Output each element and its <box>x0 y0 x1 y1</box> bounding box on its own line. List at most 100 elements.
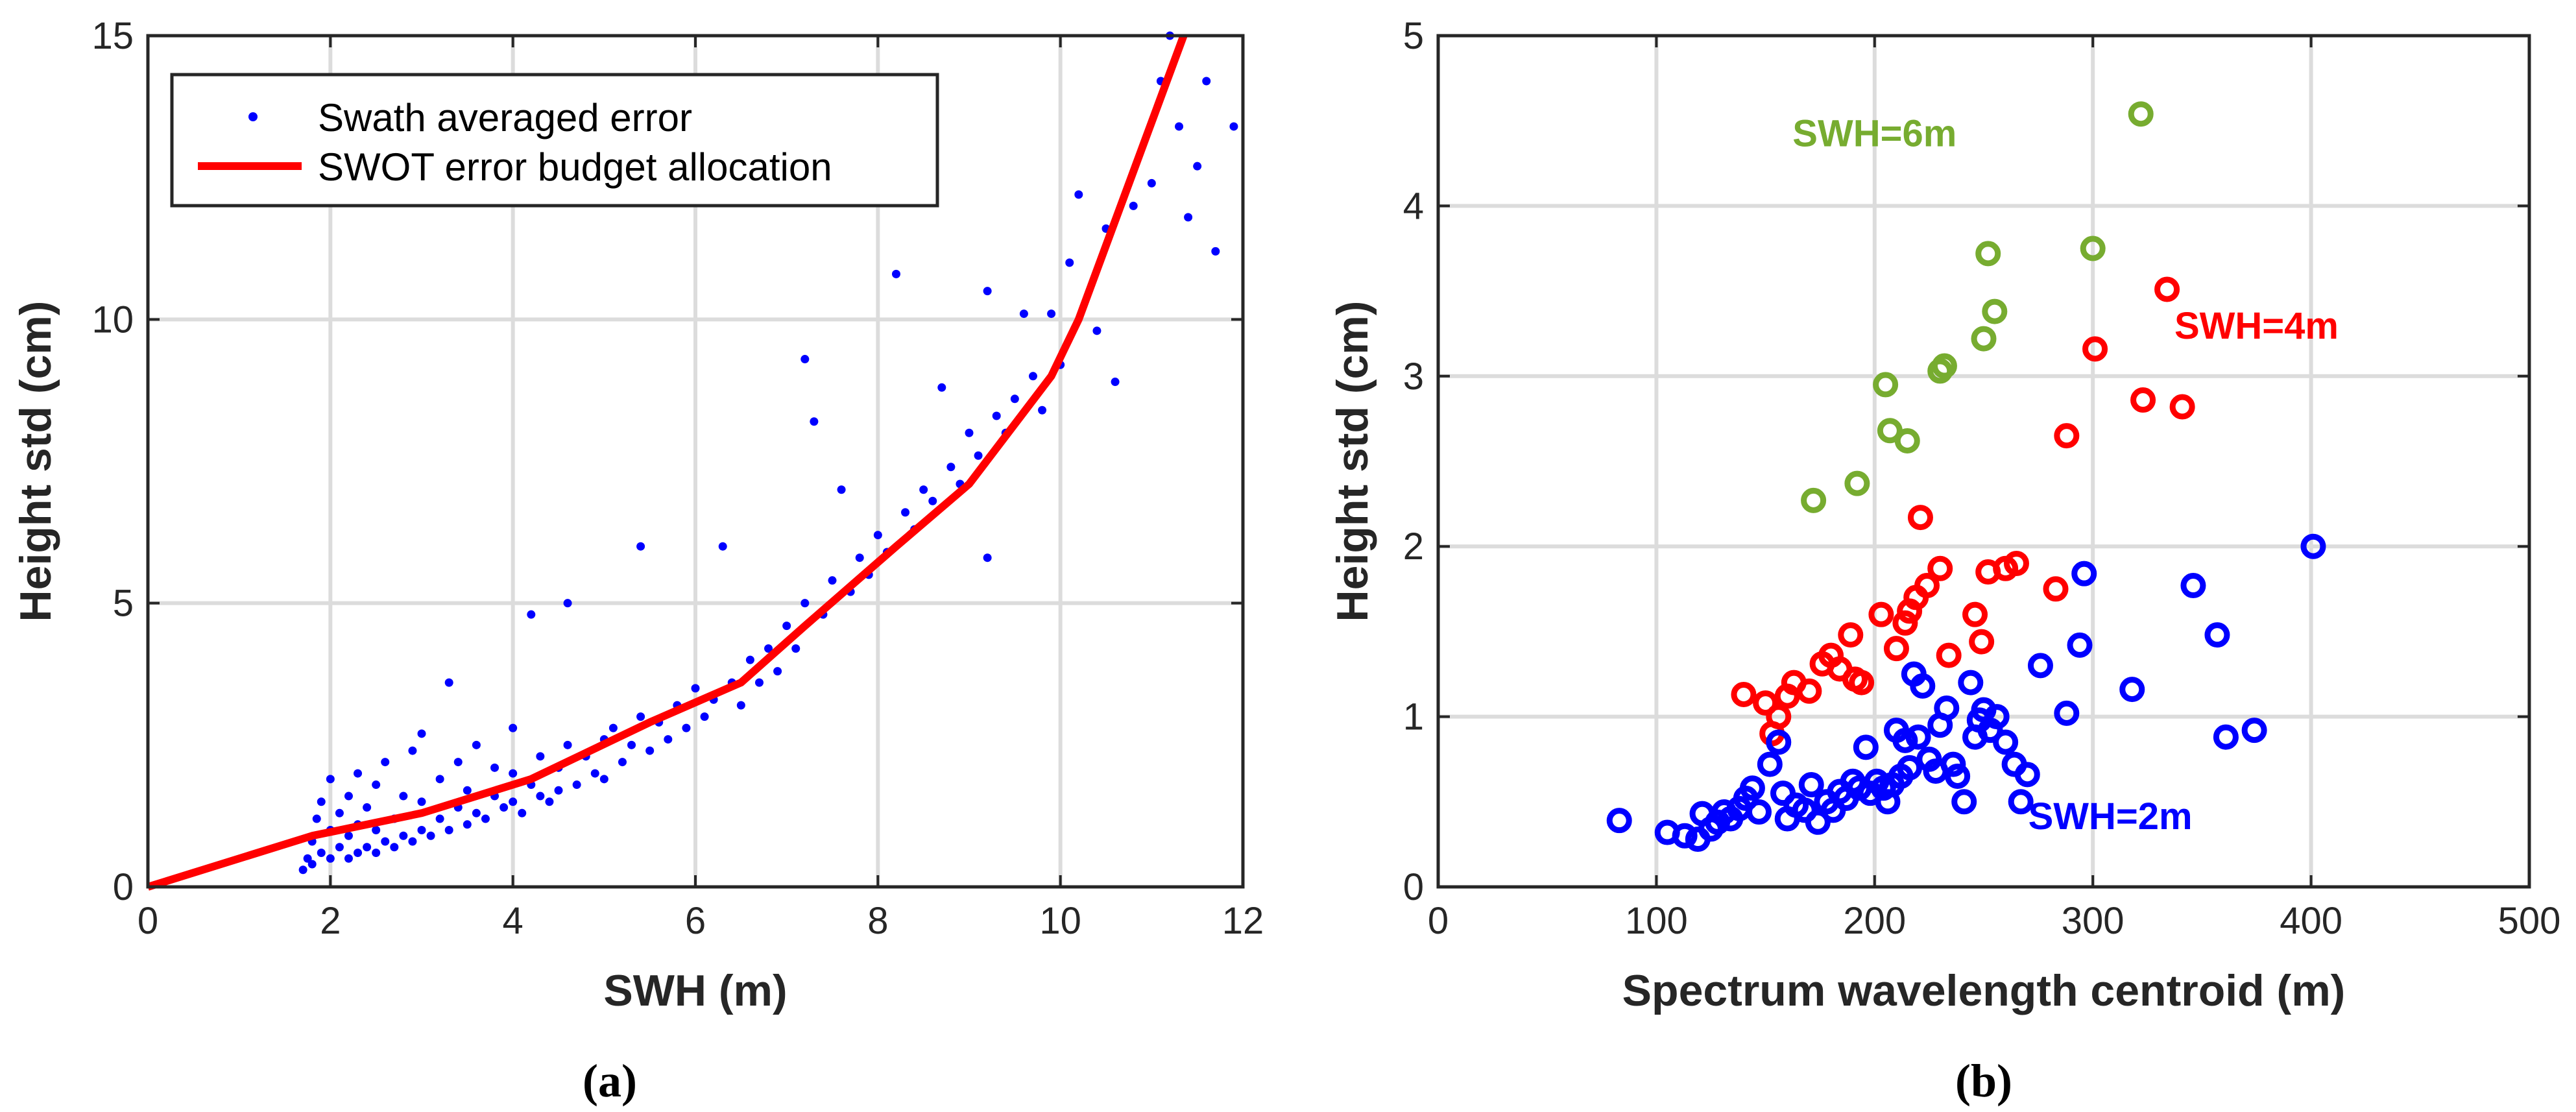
scatter-point-swh-2m <box>1892 727 1918 753</box>
scatter-point <box>509 769 518 778</box>
scatter-point <box>828 576 837 585</box>
scatter-point-swh-2m <box>2008 789 2034 815</box>
scatter-point-swh-2m <box>1853 734 1879 760</box>
scatter-point <box>408 837 417 846</box>
scatter-point-swh-2m <box>2014 762 2040 788</box>
x-tick-label: 100 <box>1625 900 1688 942</box>
scatter-point-swh-6m <box>2128 101 2154 127</box>
scatter-point <box>509 723 518 732</box>
axes-box-b <box>1436 34 2531 889</box>
scatter-point <box>554 786 563 795</box>
scatter-point <box>399 831 408 840</box>
scatter-point-swh-4m <box>1868 601 1894 627</box>
scatter-point-swh-6m <box>1844 470 1870 496</box>
scatter-point <box>335 808 344 817</box>
scatter-point-swh-2m <box>1672 823 1698 849</box>
scatter-point <box>372 849 381 858</box>
scatter-point-swh-4m <box>1753 690 1779 716</box>
scatter-point <box>983 553 992 562</box>
scatter-point <box>645 746 655 755</box>
scatter-point <box>636 712 645 721</box>
scatter-point-swh-6m <box>1877 418 1903 444</box>
scatter-point-swh-4m <box>2130 387 2156 413</box>
scatter-point <box>773 667 782 676</box>
scatter-point-swh-2m <box>2071 561 2097 586</box>
y-tick-label: 2 <box>1403 526 1424 568</box>
scatter-point <box>344 792 353 801</box>
scatter-point <box>901 508 910 517</box>
scatter-point <box>312 814 321 823</box>
scatter-point <box>354 769 363 778</box>
scatter-point-swh-6m <box>1873 372 1899 398</box>
scatter-point-swh-2m <box>2119 677 2145 703</box>
scatter-point-swh-4m <box>1892 610 1918 636</box>
series-annotation: SWH=4m <box>2174 305 2339 347</box>
scatter-point <box>435 775 444 784</box>
x-tick-label: 10 <box>1039 900 1081 942</box>
scatter-point-swh-2m <box>1958 670 1984 695</box>
scatter-point-swh-4m <box>1796 678 1822 704</box>
error-budget-line <box>147 34 1188 891</box>
scatter-point <box>1065 258 1074 267</box>
scatter-point <box>317 797 326 806</box>
scatter-point <box>563 740 572 749</box>
scatter-point <box>691 684 700 693</box>
scatter-point <box>372 826 381 835</box>
scatter-point <box>1202 77 1211 86</box>
scatter-point-swh-2m <box>2180 573 2206 599</box>
scatter-point-swh-4m <box>1838 622 1864 648</box>
scatter-point <box>518 808 527 817</box>
scatter-point-swh-4m <box>1914 573 1940 599</box>
scatter-point-swh-2m <box>1905 724 1931 750</box>
scatter-point-swh-2m <box>1940 751 1966 777</box>
scatter-point-swh-4m <box>2043 576 2069 602</box>
scatter-point-swh-2m <box>2067 632 2093 658</box>
scatter-point <box>317 849 326 858</box>
scatter-point-swh-2m <box>1766 729 1792 755</box>
x-tick-label: 200 <box>1843 900 1906 942</box>
scatter-point-swh-4m <box>2169 394 2195 420</box>
scatter-point-swh-4m <box>2082 336 2108 362</box>
scatter-point <box>500 803 509 812</box>
scatter-point <box>472 808 481 817</box>
scatter-point <box>974 451 983 460</box>
y-tick-label: 4 <box>1403 185 1424 227</box>
plot-area-b <box>1438 36 2529 887</box>
scatter-point <box>1211 247 1220 256</box>
scatter-point <box>444 826 453 835</box>
scatter-point <box>363 843 372 852</box>
scatter-point <box>800 355 810 364</box>
scatter-point <box>354 849 363 858</box>
y-axis-label-b: Height std (cm) <box>1328 301 1377 622</box>
y-tick-label: 1 <box>1403 696 1424 738</box>
scatter-point <box>536 752 545 761</box>
scatter-point-swh-6m <box>1894 428 1920 454</box>
ticks-b: 0 100 200 300 400 500 0 1 2 3 4 5 <box>1403 15 2561 942</box>
scatter-point <box>326 775 335 784</box>
scatter-point-swh-2m <box>2241 718 2267 743</box>
scatter-point <box>490 763 500 772</box>
scatter-point <box>509 797 518 806</box>
scatter-point-swh-4m <box>1883 636 1909 662</box>
panel-label-b: (b) <box>1955 1055 2012 1107</box>
series-annotation: SWH=2m <box>2028 795 2193 838</box>
scatter-point-swh-4m <box>2054 423 2080 449</box>
scatter-point-swh-2m <box>1757 751 1783 777</box>
scatter-point <box>363 803 372 812</box>
legend-entry-scatter: Swath averaged error <box>318 96 692 139</box>
scatter-point-swh-4m <box>2003 550 2029 576</box>
scatter-point-swh-2m <box>1993 729 2019 755</box>
scatter-point <box>303 854 312 863</box>
scatter-point <box>1092 326 1101 335</box>
x-tick-label: 0 <box>138 900 158 942</box>
scatter-point-swh-4m <box>1936 642 1962 668</box>
x-axis-label-a: SWH (m) <box>603 966 787 1015</box>
x-tick-label: 12 <box>1222 900 1264 942</box>
scatter-point-swh-2m <box>2054 700 2080 726</box>
scatter-point-swh-4m <box>1907 505 1933 531</box>
scatter-point <box>1047 309 1056 319</box>
scatter-point <box>344 854 353 863</box>
y-tick-label: 3 <box>1403 356 1424 398</box>
scatter-point <box>682 723 691 732</box>
scatter-point-swh-4m <box>1927 555 1953 581</box>
